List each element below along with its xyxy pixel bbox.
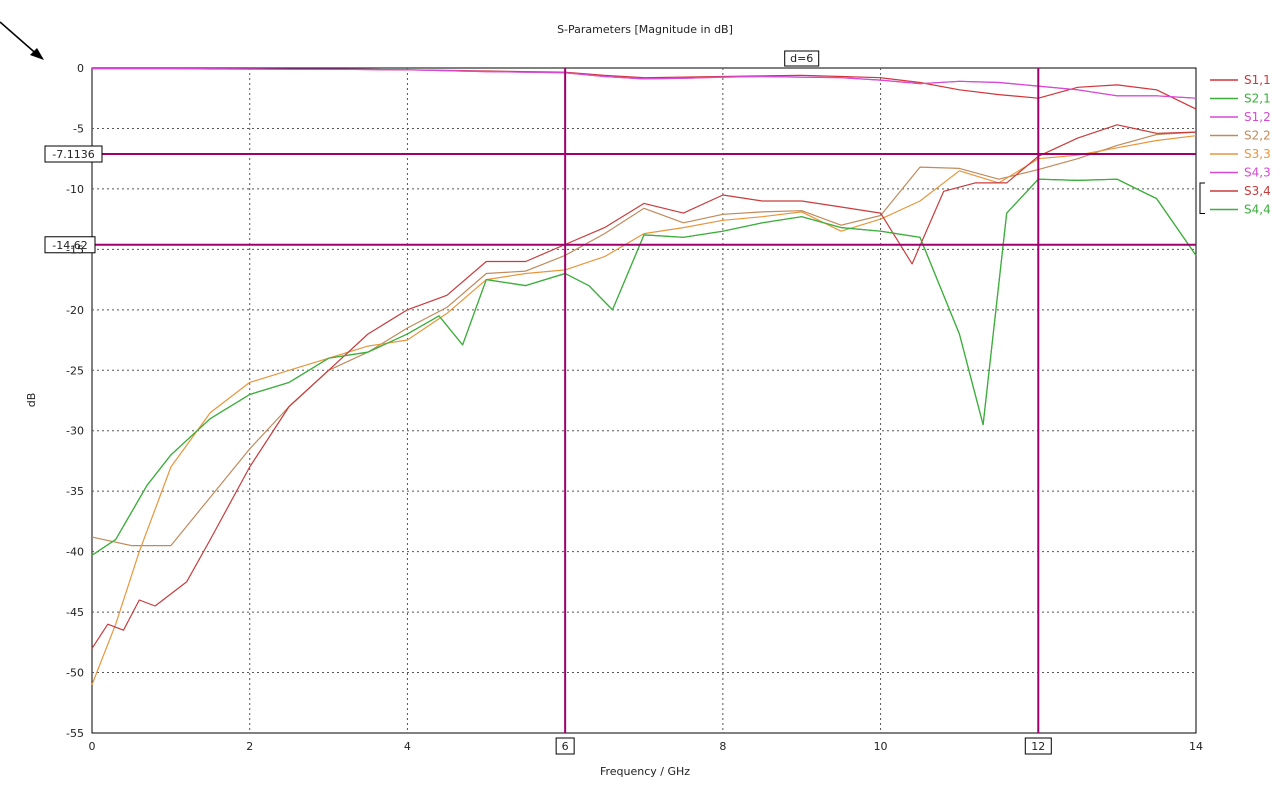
markers: -7.1136 -14.62 6 12 d=6 — [44, 50, 1196, 755]
horizontal-marker-label: -7.1136 — [52, 148, 94, 161]
y-tick-label: -55 — [66, 727, 84, 740]
series-line-S1-1 — [92, 67, 1197, 110]
grid — [91, 67, 1197, 734]
vertical-marker-label: 6 — [562, 740, 569, 753]
horizontal-marker-box — [44, 236, 96, 254]
y-tick-label: -15 — [66, 243, 84, 256]
y-tick-label: -20 — [66, 304, 84, 317]
legend-label: S4,4 — [1244, 203, 1271, 217]
x-tick-label: 8 — [719, 740, 726, 753]
legend-label: S3,4 — [1244, 184, 1271, 198]
legend-label: S1,1 — [1244, 73, 1271, 87]
y-axis-label: dB — [25, 393, 38, 408]
plot-frame — [91, 67, 1197, 734]
legend: S1,1 S2,1 S1,2 S2,2 S3,3 S4,3 S3,4 S4,4 — [1199, 73, 1271, 217]
x-tick-label: 2 — [246, 740, 253, 753]
series-line-S3-4 — [91, 124, 1197, 649]
vertical-marker-box — [555, 737, 575, 755]
legend-label: S1,2 — [1244, 110, 1271, 124]
legend-label: S2,1 — [1244, 92, 1271, 106]
series-line-S4-4 — [91, 178, 1197, 556]
y-tick-label: -10 — [66, 183, 84, 196]
tick-labels: 0 2 4 8 10 14 0 -5 -10 -15 -20 -25 -30 -35 -40 -45 -50 -5… — [66, 62, 1203, 753]
delta-label: d=6 — [790, 52, 813, 65]
y-tick-label: -45 — [66, 606, 84, 619]
series-line-S1-2 — [92, 67, 1197, 99]
x-tick-label: 0 — [89, 740, 96, 753]
legend-label: S2,2 — [1244, 129, 1271, 143]
y-tick-label: 0 — [77, 62, 84, 75]
y-tick-label: -5 — [73, 122, 84, 135]
arrow-icon — [0, 21, 44, 60]
vertical-marker-box — [1024, 737, 1052, 755]
y-tick-label: -30 — [66, 425, 84, 438]
legend-label: S4,3 — [1244, 166, 1271, 180]
x-tick-label: 4 — [404, 740, 411, 753]
legend-bracket — [1199, 182, 1205, 214]
y-tick-label: -40 — [66, 546, 84, 559]
y-tick-label: -35 — [66, 485, 84, 498]
series-lines — [91, 67, 1197, 685]
y-tick-label: -50 — [66, 667, 84, 680]
y-tick-label: -25 — [66, 364, 84, 377]
series-line-S4-3 — [92, 67, 1197, 99]
x-tick-label: 10 — [874, 740, 888, 753]
chart-title: S-Parameters [Magnitude in dB] — [557, 23, 733, 36]
legend-label: S3,3 — [1244, 147, 1271, 161]
x-tick-label: 14 — [1189, 740, 1203, 753]
series-line-S3-3 — [91, 135, 1197, 685]
series-line-S2-2 — [91, 131, 1197, 547]
x-axis-label: Frequency / GHz — [600, 765, 690, 778]
horizontal-marker-box — [44, 145, 103, 163]
vertical-marker-label: 12 — [1031, 740, 1045, 753]
horizontal-marker-label: -14.62 — [52, 239, 87, 252]
delta-box — [784, 50, 820, 67]
